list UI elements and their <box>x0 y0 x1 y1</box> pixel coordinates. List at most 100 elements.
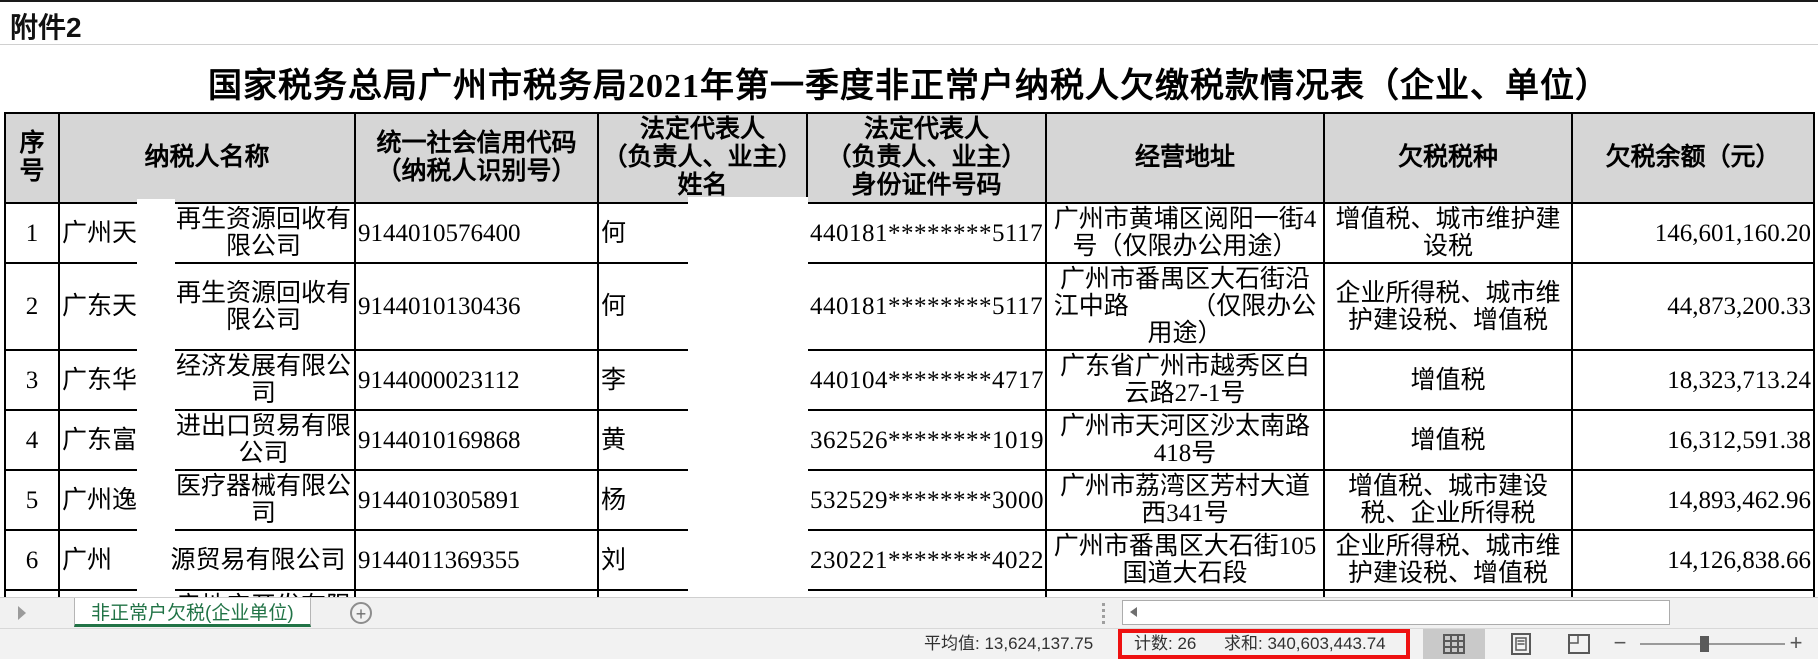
name-prefix: 广州天 <box>62 219 138 247</box>
cell-credit-code[interactable]: 9144010130436 <box>354 262 599 351</box>
page-layout-view-button[interactable] <box>1494 629 1548 659</box>
cell-amount[interactable]: 44,873,200.33 <box>1571 262 1815 351</box>
redaction-box <box>137 272 176 341</box>
table-row: 4 广东富 进出口贸易有限公司 9144010169868 黄 362526***… <box>4 404 1815 476</box>
add-sheet-plus-icon[interactable]: + <box>350 602 372 624</box>
table-row: 3 广东华 经济发展有限公司 9144000023112 李 440104****… <box>4 344 1815 416</box>
cell-tax-types[interactable]: 增值税 <box>1323 409 1573 471</box>
cell-credit-code[interactable]: 9144000023112 <box>354 349 599 411</box>
cell-legal-rep[interactable]: 李 <box>597 344 808 416</box>
page-title: 国家税务总局广州市税务局2021年第一季度非正常户纳税人欠缴税款情况表（企业、单… <box>208 68 1610 105</box>
cell-taxpayer-name[interactable]: 广州逸 医疗器械有限公司 <box>58 466 356 534</box>
cell-id-number[interactable]: 362526********1019 <box>806 409 1047 471</box>
normal-view-button[interactable] <box>1423 629 1485 659</box>
col-header-amount: 欠税余额（元） <box>1571 112 1815 204</box>
cell-tax-types[interactable]: 增值税 <box>1323 349 1573 411</box>
cell-taxpayer-name[interactable]: 广东天 再生资源回收有限公司 <box>58 262 356 351</box>
cell-taxpayer-name[interactable]: 广州 源贸易有限公司 <box>58 529 356 591</box>
top-rule <box>0 0 1818 2</box>
cell-address[interactable]: 广州市番禺区大石街沿江中路 （仅限办公用途） <box>1045 262 1325 351</box>
redaction-box <box>137 199 176 267</box>
divider-line <box>0 44 1818 45</box>
horizontal-scrollbar[interactable] <box>1122 600 1670 625</box>
cell-amount[interactable]: 14,893,462.96 <box>1571 469 1815 531</box>
redaction-box <box>688 257 808 356</box>
name-prefix: 广州逸 <box>62 486 138 514</box>
cell-amount[interactable]: 18,323,713.24 <box>1571 349 1815 411</box>
cell-address[interactable]: 广州市天河区沙太南路418号 <box>1045 409 1325 471</box>
zoom-slider-handle[interactable] <box>1700 636 1709 652</box>
cell-id-number[interactable]: 440181********5117 <box>806 202 1047 264</box>
table-row: 1 广州天 再生资源回收有限公司 9144010576400 何 440181**… <box>4 197 1815 269</box>
status-average: 平均值: 13,624,137.75 <box>924 634 1094 653</box>
cell-id-number[interactable]: 440104********4717 <box>806 349 1047 411</box>
status-bar: 平均值: 13,624,137.75 计数: 26 求和: 340,603,44… <box>0 628 1818 659</box>
legal-rep-text: 刘 <box>601 546 627 574</box>
cell-no[interactable]: 1 <box>4 202 60 264</box>
sheet-tab-label: 非正常户欠税(企业单位) <box>91 602 294 624</box>
cell-credit-code[interactable]: 9144010169868 <box>354 409 599 471</box>
cell-taxpayer-name[interactable]: 广东富 进出口贸易有限公司 <box>58 406 356 474</box>
cell-legal-rep[interactable]: 杨 <box>597 464 808 536</box>
col-header-credit-code: 统一社会信用代码 （纳税人识别号） <box>354 112 599 204</box>
cell-amount[interactable]: 14,126,838.66 <box>1571 529 1815 591</box>
name-suffix: 再生资源回收有限公司 <box>176 206 352 260</box>
cell-id-number[interactable]: 440181********5117 <box>806 262 1047 351</box>
cell-no[interactable]: 3 <box>4 349 60 411</box>
redaction-box <box>137 406 176 474</box>
tax-table: 序号 纳税人名称 统一社会信用代码 （纳税人识别号） 法定代表人 （负责人、业主… <box>4 112 1816 612</box>
cell-id-number[interactable]: 230221********4022 <box>806 529 1047 591</box>
redaction-box <box>137 346 176 414</box>
cell-legal-rep[interactable]: 刘 <box>597 524 808 596</box>
cell-legal-rep[interactable]: 黄 <box>597 404 808 476</box>
page-break-icon <box>1568 634 1590 654</box>
cell-address[interactable]: 广州市荔湾区芳村大道西341号 <box>1045 469 1325 531</box>
redaction-box <box>137 466 176 534</box>
cell-address[interactable]: 广州市黄埔区阅阳一街4号（仅限办公用途） <box>1045 202 1325 264</box>
cell-taxpayer-name[interactable]: 广东华 经济发展有限公司 <box>58 346 356 414</box>
cell-taxpayer-name[interactable]: 广州天 再生资源回收有限公司 <box>58 199 356 267</box>
cell-no[interactable]: 5 <box>4 469 60 531</box>
cell-legal-rep[interactable]: 何 <box>597 197 808 269</box>
cell-credit-code[interactable]: 9144011369355 <box>354 529 599 591</box>
red-annotation-box <box>1118 629 1410 659</box>
cell-amount[interactable]: 16,312,591.38 <box>1571 409 1815 471</box>
cell-tax-types[interactable]: 企业所得税、城市维护建设税、增值税 <box>1323 529 1573 591</box>
cell-no[interactable]: 6 <box>4 529 60 591</box>
sheet-nav-right-arrow-icon[interactable] <box>18 606 26 620</box>
page-break-preview-button[interactable] <box>1552 629 1606 659</box>
cell-credit-code[interactable]: 9144010576400 <box>354 202 599 264</box>
col-header-tax-types: 欠税税种 <box>1323 112 1573 204</box>
status-sum: 求和: 340,603,443.74 <box>1224 634 1386 653</box>
name-prefix: 广东华 <box>62 366 138 394</box>
grid-icon <box>1443 634 1465 654</box>
table-row: 6 广州 源贸易有限公司 9144011369355 刘 230221******… <box>4 524 1815 596</box>
cell-legal-rep[interactable]: 何 <box>597 257 808 356</box>
zoom-out-button[interactable]: − <box>1613 630 1627 655</box>
scrollbar-splitter-handle[interactable] <box>1102 603 1105 624</box>
status-count: 计数: 26 <box>1134 634 1197 653</box>
cell-no[interactable]: 4 <box>4 409 60 471</box>
name-prefix: 广东富 <box>62 426 138 454</box>
col-header-address: 经营地址 <box>1045 112 1325 204</box>
zoom-slider-track[interactable] <box>1640 643 1785 645</box>
table-row: 5 广州逸 医疗器械有限公司 9144010305891 杨 532529****… <box>4 464 1815 536</box>
cell-tax-types[interactable]: 企业所得税、城市维护建设税、增值税 <box>1323 262 1573 351</box>
cell-address[interactable]: 广东省广州市越秀区白云路27-1号 <box>1045 349 1325 411</box>
cell-address[interactable]: 广州市番禺区大石街105国道大石段 <box>1045 529 1325 591</box>
zoom-in-button[interactable]: + <box>1789 630 1803 655</box>
page-layout-icon <box>1511 633 1531 655</box>
col-header-taxpayer-name: 纳税人名称 <box>58 112 356 204</box>
sheet-tab-active[interactable]: 非正常户欠税(企业单位) <box>74 598 311 627</box>
cell-credit-code[interactable]: 9144010305891 <box>354 469 599 531</box>
cell-no[interactable]: 2 <box>4 262 60 351</box>
cell-tax-types[interactable]: 增值税、城市维护建设税 <box>1323 202 1573 264</box>
name-suffix: 医疗器械有限公司 <box>176 473 352 527</box>
header-row: 序号 纳税人名称 统一社会信用代码 （纳税人识别号） 法定代表人 （负责人、业主… <box>4 112 1815 204</box>
scroll-left-arrow-icon[interactable] <box>1130 607 1137 617</box>
table-row: 2 广东天 再生资源回收有限公司 9144010130436 何 440181**… <box>4 257 1815 356</box>
cell-id-number[interactable]: 532529********3000 <box>806 469 1047 531</box>
cell-tax-types[interactable]: 增值税、城市建设税、企业所得税 <box>1323 469 1573 531</box>
cell-amount[interactable]: 146,601,160.20 <box>1571 202 1815 264</box>
